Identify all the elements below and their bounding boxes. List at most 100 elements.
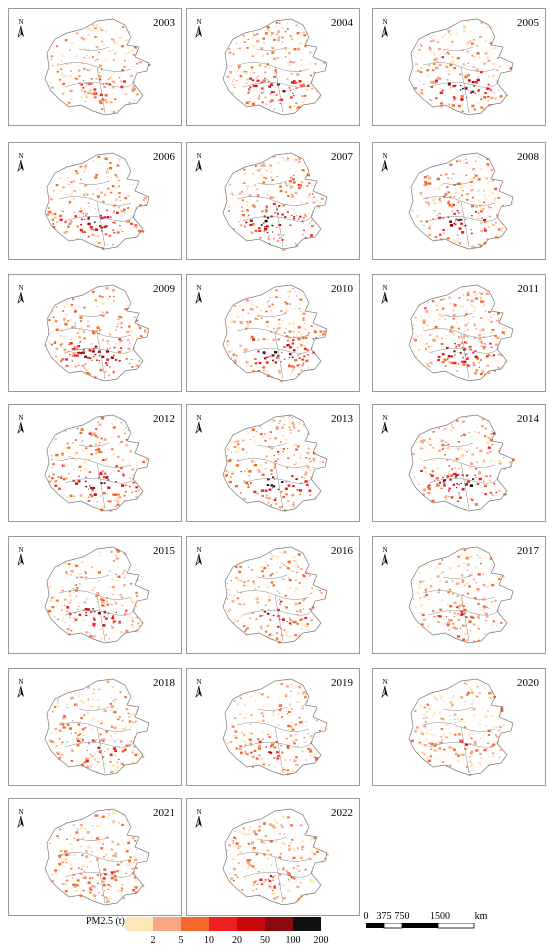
- pm25-cell: [77, 734, 80, 736]
- pm25-cell: [73, 211, 75, 213]
- pm25-cell: [258, 64, 262, 67]
- pm25-cell: [125, 439, 128, 441]
- pm25-cell: [451, 104, 455, 107]
- map-panel-2014: N 2014: [372, 404, 546, 522]
- pm25-cell: [465, 683, 468, 685]
- pm25-cell: [66, 861, 68, 863]
- pm25-cell: [498, 725, 502, 728]
- pm25-cell: [296, 107, 299, 110]
- pm25-cell: [100, 637, 104, 640]
- pm25-cell: [265, 208, 268, 211]
- pm25-cell: [489, 180, 491, 182]
- pm25-cell: [123, 93, 126, 95]
- pm25-cell: [457, 441, 460, 443]
- pm25-cell: [297, 603, 299, 605]
- pm25-cell: [477, 640, 480, 642]
- pm25-cell: [300, 689, 302, 691]
- pm25-cell: [55, 306, 58, 308]
- pm25-cell: [313, 756, 316, 758]
- pm25-cell: [116, 738, 118, 740]
- pm25-cell: [446, 51, 449, 54]
- pm25-cell: [114, 698, 117, 701]
- pm25-cell: [477, 616, 480, 619]
- pm25-cell: [126, 820, 129, 822]
- pm25-cell: [264, 835, 267, 837]
- pm25-cell: [453, 239, 456, 242]
- pm25-cell: [296, 701, 299, 703]
- pm25-cell: [286, 769, 289, 772]
- pm25-cell: [56, 835, 59, 837]
- pm25-cell: [60, 331, 62, 333]
- pm25-cell: [273, 746, 276, 749]
- pm25-cell: [282, 450, 284, 453]
- pm25-cell: [103, 890, 105, 892]
- svg-text:N: N: [196, 284, 201, 292]
- pm25-cell: [451, 210, 453, 212]
- province-boundary: [428, 80, 500, 88]
- pm25-cell: [417, 53, 419, 55]
- pm25-cell: [113, 174, 116, 177]
- pm25-cell: [484, 715, 488, 718]
- pm25-cell: [468, 321, 470, 323]
- pm25-cell: [473, 742, 477, 745]
- pm25-cell: [90, 29, 94, 32]
- pm25-cell: [71, 355, 74, 357]
- pm25-cell: [53, 342, 57, 344]
- pm25-cell: [99, 93, 103, 97]
- pm25-cell: [268, 80, 270, 82]
- pm25-cell: [241, 604, 243, 606]
- pm25-cell: [86, 447, 89, 450]
- pm25-cell: [473, 323, 475, 325]
- pm25-cell: [477, 431, 480, 434]
- pm25-cell: [498, 756, 501, 758]
- pm25-cell: [129, 485, 131, 488]
- pm25-cell: [476, 695, 479, 698]
- pm25-cell: [63, 231, 67, 234]
- legend-tick-20: 20: [232, 935, 242, 946]
- pm25-cell: [459, 242, 461, 245]
- pm25-cell: [87, 49, 89, 51]
- pm25-cell: [131, 749, 134, 752]
- pm25-cell: [133, 602, 136, 605]
- pm25-cell: [69, 222, 72, 225]
- pm25-cell: [229, 440, 233, 444]
- pm25-cell: [305, 202, 308, 204]
- pm25-cell: [442, 761, 444, 763]
- pm25-cell: [452, 173, 455, 175]
- pm25-cell: [254, 833, 258, 836]
- pm25-cell: [118, 359, 121, 362]
- pm25-cell: [110, 110, 112, 112]
- pm25-cell: [108, 897, 111, 900]
- pm25-cell: [269, 100, 272, 103]
- pm25-cell: [452, 203, 455, 206]
- pm25-cell: [265, 370, 269, 373]
- pm25-cell: [429, 444, 432, 446]
- pm25-cell: [109, 753, 113, 756]
- pm25-cell: [266, 484, 270, 486]
- pm25-cell: [78, 573, 81, 576]
- pm25-cell: [66, 571, 68, 572]
- pm25-cell: [116, 455, 120, 459]
- pm25-cell: [243, 581, 246, 583]
- pm25-cell: [474, 66, 477, 68]
- pm25-cell: [480, 292, 483, 295]
- scale-label-750: 750: [394, 911, 410, 922]
- pm25-cell: [65, 335, 68, 337]
- pm25-cell: [51, 218, 54, 221]
- pm25-cell: [254, 362, 258, 365]
- pm25-cell: [66, 762, 68, 764]
- pm25-cell: [55, 347, 59, 350]
- pm25-cell: [114, 358, 118, 361]
- pm25-cell: [131, 359, 133, 361]
- pm25-cell: [465, 483, 469, 486]
- pm25-cell: [462, 594, 465, 596]
- pm25-cell: [270, 83, 274, 86]
- pm25-cell: [52, 463, 55, 466]
- pm25-cell: [89, 444, 92, 447]
- pm25-cell: [116, 179, 118, 181]
- pm25-cell: [473, 503, 475, 505]
- pm25-cell: [74, 354, 77, 357]
- pm25-map-2022: [222, 808, 329, 906]
- pm25-cell: [426, 760, 428, 763]
- pm25-cell: [429, 755, 432, 758]
